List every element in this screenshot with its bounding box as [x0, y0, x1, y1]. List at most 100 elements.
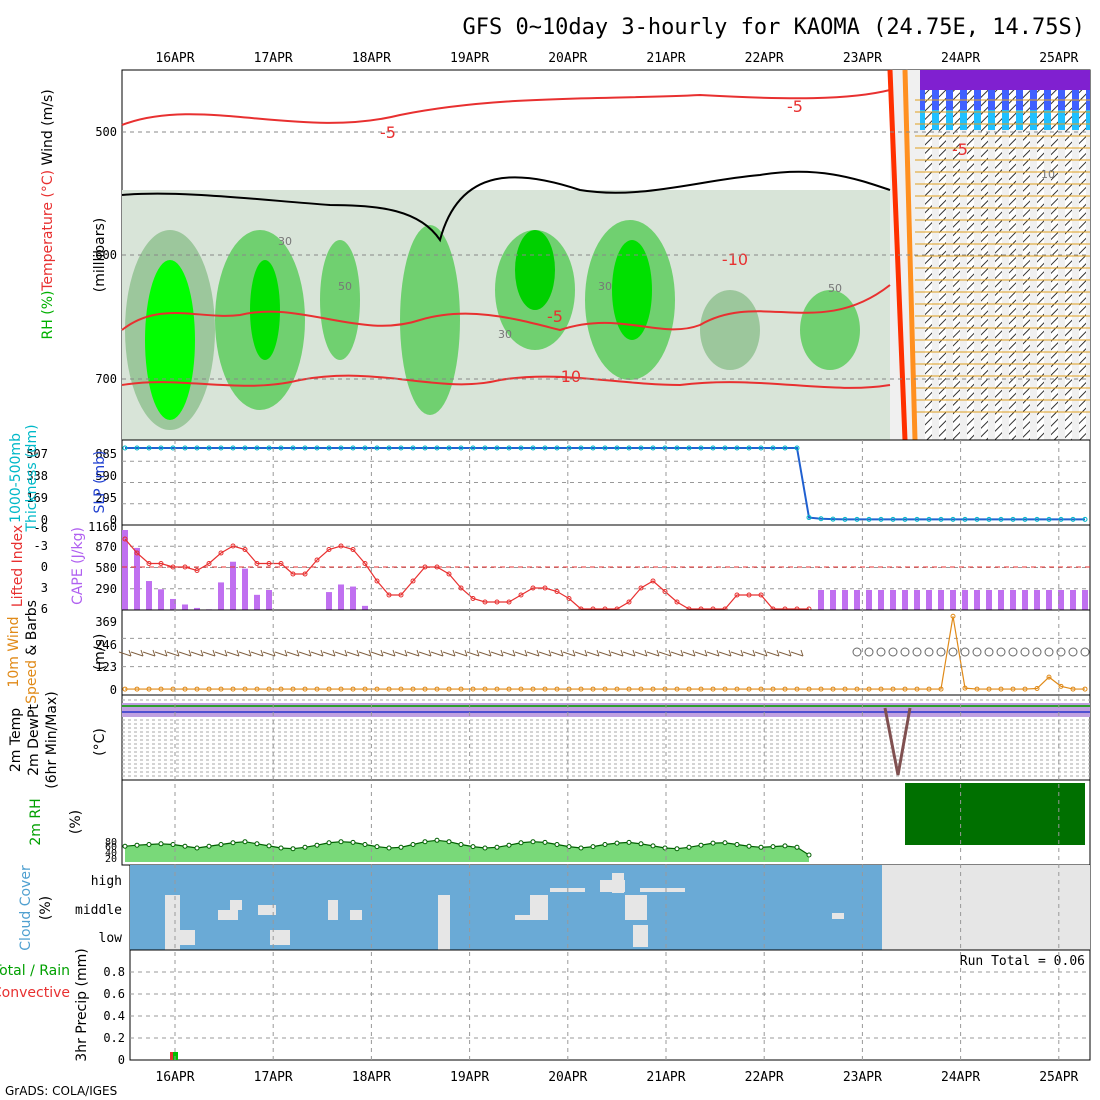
wind-barb — [706, 651, 720, 657]
wind-barb-flag — [512, 649, 516, 657]
hatch-stripe — [967, 90, 974, 440]
cape-bar — [122, 530, 128, 610]
wind-barb-flag — [236, 649, 240, 657]
slp-point — [398, 445, 404, 451]
cape-y-ticks: 6 3 0 -3 -6 290 580 870 1160 — [34, 520, 117, 616]
wind-barb — [346, 651, 360, 657]
cape-bar — [1058, 590, 1064, 610]
slp-point — [794, 445, 800, 451]
slp-point — [230, 445, 236, 451]
wind-point — [1046, 674, 1052, 680]
slp-point — [698, 445, 704, 451]
rh-point — [266, 843, 272, 849]
wind-barb — [550, 651, 564, 657]
calm-circle — [912, 647, 922, 657]
slp-point — [950, 516, 956, 522]
wind-barb-flag — [788, 649, 792, 657]
rh-tick: 40 — [105, 848, 117, 859]
wind-barb-flag — [572, 649, 576, 657]
slp-point — [1010, 516, 1016, 522]
slp-point — [854, 516, 860, 522]
wind-barb — [466, 651, 480, 657]
side-labels: Temperature (°C) Wind (m/s)RH (%) (millli… — [0, 89, 108, 1061]
hatch-stripe — [939, 90, 946, 440]
rh-point — [602, 842, 608, 847]
panel-side-label: Speed & Barbs — [24, 600, 40, 704]
panel-side-label: 2m RH — [28, 798, 44, 845]
li-tick: 3 — [41, 581, 48, 595]
wind-barb — [610, 651, 624, 657]
slp-point — [1058, 516, 1064, 522]
slp-series-line — [125, 447, 1085, 521]
li-tick: -6 — [34, 521, 48, 535]
wind-barb-flag — [152, 649, 156, 657]
wind-barb — [502, 651, 516, 657]
cape-bar — [362, 605, 368, 610]
hatch-stripe — [1079, 90, 1086, 440]
bottom-date-label: 22APR — [745, 1070, 784, 1085]
slp-point — [638, 445, 644, 451]
wind-barb — [142, 651, 156, 657]
slp-point — [302, 445, 308, 451]
rh-point — [326, 840, 332, 846]
precip-tick: 0.6 — [103, 987, 125, 1001]
wind-barb — [646, 651, 660, 657]
wind-barb-flag — [188, 649, 192, 657]
wind-barb-flag — [548, 649, 552, 657]
rh-point — [590, 844, 596, 850]
wind-barb-flag — [464, 649, 468, 657]
li-point — [626, 599, 632, 605]
cape-bar — [350, 586, 356, 610]
wind-barb-flag — [332, 649, 336, 657]
rh-point — [638, 841, 644, 847]
pressure-tick: 500 — [95, 125, 117, 139]
slp-tick: 885 — [95, 447, 117, 461]
wind-barb — [226, 651, 240, 657]
slp-point — [878, 516, 884, 522]
contour-label: -5 — [787, 97, 803, 116]
slp-point — [134, 445, 140, 451]
wind-barb-flag — [212, 649, 216, 657]
thickness-tick: 338 — [26, 469, 48, 483]
rh-point — [218, 842, 224, 847]
slp-point — [278, 445, 284, 451]
li-point — [650, 578, 656, 584]
wind-barb-flag — [140, 649, 144, 657]
wind-barb-flag — [164, 649, 168, 657]
wind-barb — [202, 651, 216, 657]
slp-point — [674, 445, 680, 451]
li-point — [518, 592, 524, 598]
slp-panel: 0 169 338 507 0 295 590 885 — [26, 439, 1091, 527]
cape-bar — [878, 590, 884, 610]
rh-point — [518, 840, 524, 846]
calm-circle — [972, 647, 982, 657]
slp-point — [650, 445, 656, 451]
wind-barb — [718, 651, 732, 657]
wind-barb — [370, 651, 384, 657]
temp-contour-minus5 — [121, 284, 891, 332]
wind-barb-flag — [752, 649, 756, 657]
hatch-stripe — [925, 90, 932, 440]
cape-bar — [1034, 590, 1040, 610]
slp-point — [806, 515, 812, 521]
wind-barb — [298, 651, 312, 657]
slp-point — [494, 445, 500, 451]
hatch-stripe — [981, 90, 988, 440]
li-point — [314, 557, 320, 563]
temp-dip — [883, 707, 912, 776]
rh-point — [434, 837, 440, 843]
slp-y-ticks: 0 169 338 507 0 295 590 885 — [26, 445, 1088, 527]
slp-tick: 295 — [95, 491, 117, 505]
rh-point — [386, 845, 392, 851]
slp-point — [962, 516, 968, 522]
rh-point — [290, 846, 296, 852]
wind-barb — [262, 651, 276, 657]
wind-barb — [166, 651, 180, 657]
top-date-label: 25APR — [1039, 51, 1078, 66]
wind-barb — [214, 651, 228, 657]
cape-bar — [1082, 590, 1088, 610]
li-point — [410, 578, 416, 584]
cape-bar — [230, 561, 236, 610]
rh-point — [374, 844, 380, 850]
